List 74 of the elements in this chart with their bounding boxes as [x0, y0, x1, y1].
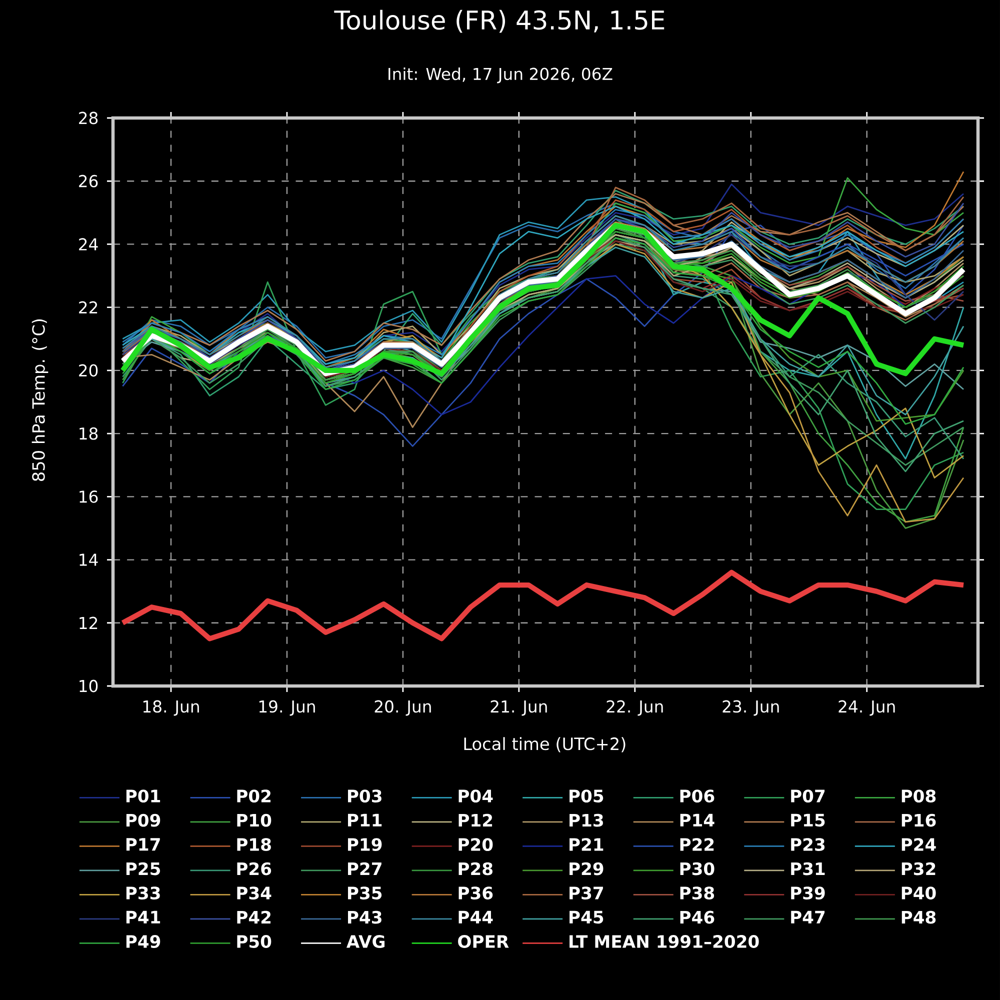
y-tick-label: 16 [80, 490, 98, 503]
legend-label: P40 [902, 886, 936, 900]
legend-label: P06 [680, 790, 714, 803]
legend-label: P19 [348, 838, 382, 851]
y-axis-title: 850 hPa Temp. (°C) [32, 319, 48, 481]
y-tick-label: 14 [80, 554, 98, 566]
legend-label: P49 [126, 935, 160, 948]
legend-label: P20 [458, 838, 493, 852]
legend-label: P33 [126, 886, 160, 900]
x-tick-label: 22. Jun [606, 700, 663, 716]
legend-label: P45 [570, 910, 604, 924]
legend-label: P50 [237, 935, 272, 948]
legend-label: P38 [680, 886, 714, 900]
legend-label: P28 [458, 862, 492, 876]
legend-label: P03 [348, 790, 382, 803]
legend-label: P36 [458, 886, 493, 900]
legend-label: P21 [570, 838, 604, 851]
legend-label: P35 [348, 886, 382, 900]
y-tick-label: 28 [79, 112, 98, 124]
x-tick-label: 21. Jun [490, 700, 547, 716]
legend-label: P30 [680, 862, 714, 876]
legend-label: P10 [237, 814, 272, 827]
legend-label: P46 [680, 910, 714, 924]
legend-label: P09 [126, 814, 160, 827]
legend-label: P17 [126, 838, 160, 851]
legend-label: P15 [791, 814, 825, 827]
y-tick-label: 20 [79, 364, 98, 377]
legend-label: P07 [791, 790, 825, 803]
chart-subtitle: Init: Wed, 17 Jun 2026, 06Z [388, 67, 612, 84]
legend-label: P05 [570, 790, 604, 803]
x-tick-label: 20. Jun [374, 700, 431, 716]
legend-label: P37 [570, 886, 603, 900]
x-tick-label: 18. Jun [143, 700, 199, 716]
legend-label: P34 [237, 886, 272, 900]
legend-label: P32 [902, 862, 936, 876]
legend-label: P43 [348, 910, 382, 924]
legend-label: P11 [348, 814, 382, 826]
legend-label: P01 [126, 790, 160, 803]
legend-label: P25 [126, 862, 160, 876]
y-tick-label: 10 [80, 680, 98, 692]
legend-label: AVG [346, 935, 385, 948]
legend-label: P02 [237, 790, 270, 803]
y-tick-label: 18 [80, 427, 98, 440]
legend-label: P16 [902, 814, 936, 827]
legend-label: P24 [902, 838, 936, 851]
legend-label: P44 [458, 910, 493, 924]
x-tick-label: 24. Jun [838, 700, 895, 716]
legend-label: P29 [570, 862, 604, 876]
legend-label: OPER [458, 935, 509, 948]
x-tick-label: 19. Jun [259, 700, 315, 716]
legend-label: LT MEAN 1991–2020 [570, 935, 759, 948]
legend-label: P14 [680, 814, 714, 826]
legend-label: P48 [902, 910, 936, 924]
legend-label: P47 [791, 910, 825, 924]
legend-label: P42 [237, 910, 270, 924]
legend-label: P12 [458, 814, 492, 827]
x-axis-title: Local time (UTC+2) [464, 737, 626, 752]
legend-label: P18 [237, 838, 271, 852]
legend-label: P31 [791, 862, 825, 876]
legend-label: P04 [458, 790, 493, 803]
legend-label: P23 [791, 838, 825, 852]
legend-label: P22 [680, 838, 714, 851]
legend-label: P26 [237, 862, 272, 876]
legend-label: P08 [902, 790, 936, 803]
legend-label: P27 [348, 862, 382, 875]
legend-label: P41 [126, 910, 160, 924]
y-tick-label: 12 [80, 616, 98, 629]
x-tick-label: 23. Jun [722, 700, 779, 716]
chart-title: Toulouse (FR) 43.5N, 1.5E [334, 10, 664, 33]
y-tick-label: 22 [79, 301, 98, 314]
legend-label: P13 [570, 814, 603, 827]
legend-label: P39 [791, 886, 825, 900]
y-tick-label: 24 [79, 238, 98, 250]
y-tick-label: 26 [79, 174, 98, 188]
